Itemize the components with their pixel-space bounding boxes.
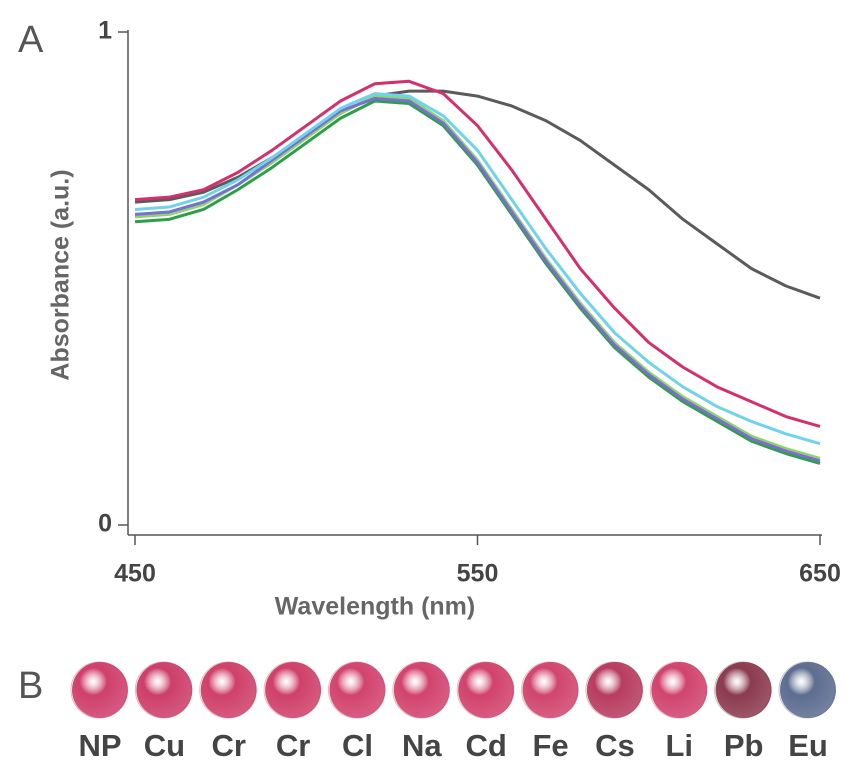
sample-shadow [263, 661, 321, 719]
sample-vial [458, 662, 515, 718]
sample-shadow [649, 661, 707, 719]
sample-shadow [327, 661, 385, 719]
sample-shadow [70, 661, 128, 719]
sample-vial [265, 662, 322, 718]
sample-vial [522, 662, 579, 718]
sample-vial [136, 662, 193, 718]
sample-label: Cr [212, 728, 246, 763]
y-tick-label: 0 [98, 510, 112, 538]
sample-shadow [521, 661, 579, 719]
sample-label: Fe [532, 728, 568, 763]
sample-label: Cu [144, 728, 185, 763]
series-line [134, 97, 821, 463]
y-tick-label: 1 [98, 17, 112, 45]
sample-shadow [778, 661, 836, 719]
sample-shadow [134, 661, 192, 719]
sample-label: Eu [788, 728, 828, 763]
sample-label: Cs [595, 728, 635, 763]
x-axis-label: Wavelength (nm) [275, 593, 475, 621]
sample-shadow [392, 661, 450, 719]
sample-label: Pb [724, 728, 764, 763]
series-line [134, 89, 821, 300]
sample-vial [329, 662, 386, 718]
sample-vial [393, 662, 450, 718]
sample-vial [586, 662, 643, 718]
sample-label: Cr [276, 728, 310, 763]
sample-shadow [714, 661, 772, 719]
series-line [134, 99, 821, 465]
sample-shadow [456, 661, 514, 719]
series-line [134, 92, 821, 446]
sample-shadow [199, 661, 257, 719]
sample-vial [715, 662, 772, 718]
sample-vial [780, 662, 836, 718]
panel-label: B [18, 665, 43, 707]
sample-vial [651, 662, 708, 718]
sample-label: Li [665, 728, 693, 763]
sample-vial [200, 662, 257, 718]
series-line [134, 79, 821, 428]
sample-label: Na [402, 728, 442, 763]
x-tick-label: 650 [799, 560, 841, 588]
sample-label: Cd [466, 728, 507, 763]
sample-vial [72, 662, 128, 718]
panel-label: A [18, 19, 44, 61]
y-axis-label: Absorbance (a.u.) [47, 169, 75, 380]
sample-label: NP [78, 728, 121, 763]
sample-shadow [585, 661, 643, 719]
x-tick-label: 550 [457, 560, 499, 588]
sample-label: Cl [342, 728, 373, 763]
x-tick-label: 450 [114, 560, 156, 588]
